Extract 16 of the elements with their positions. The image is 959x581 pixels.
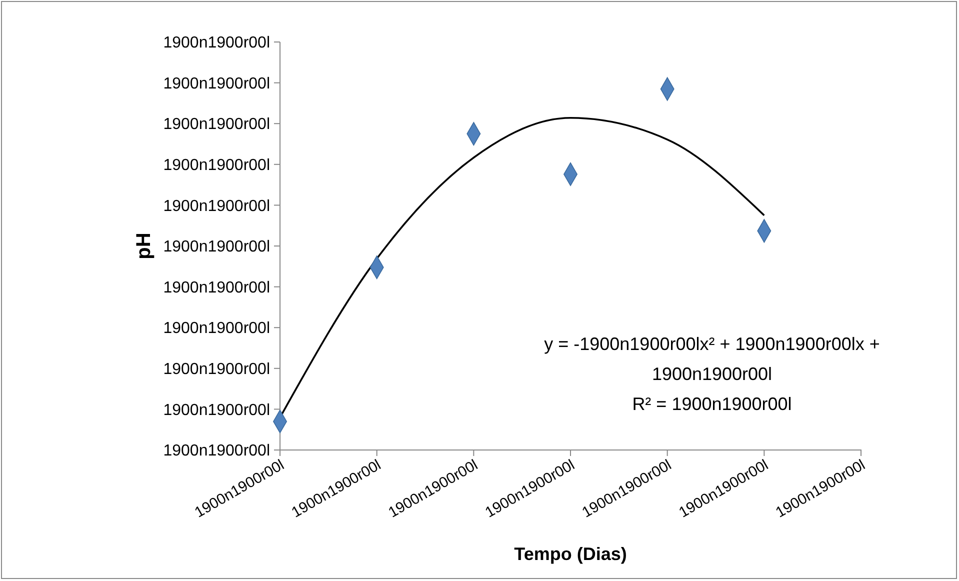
text: 1900n1900r00l: [163, 75, 270, 92]
x-axis-title: Tempo (Dias): [514, 544, 627, 564]
text: 1900n1900r00l: [163, 402, 270, 419]
text: 1900n1900r00l: [163, 361, 270, 378]
text: 1900n1900r00l: [163, 320, 270, 338]
text: 1900n1900r00l: [163, 279, 270, 296]
text: 1900n1900r00l: [163, 116, 270, 134]
y-axis-title: pH: [133, 232, 155, 260]
text: 1900n1900r00l: [163, 198, 270, 215]
text: 1900n1900r00l: [163, 34, 270, 52]
text: 1900n1900r00l: [163, 157, 270, 174]
annotation: R² = 1900n1900r00l: [632, 394, 792, 414]
text: 1900n1900r00l: [163, 238, 270, 256]
annotation: 1900n1900r00l: [652, 364, 772, 384]
annotation: y = -1900n1900r00lx² + 1900n1900r00lx +: [544, 334, 880, 354]
text: 1900n1900r00l: [163, 442, 270, 460]
